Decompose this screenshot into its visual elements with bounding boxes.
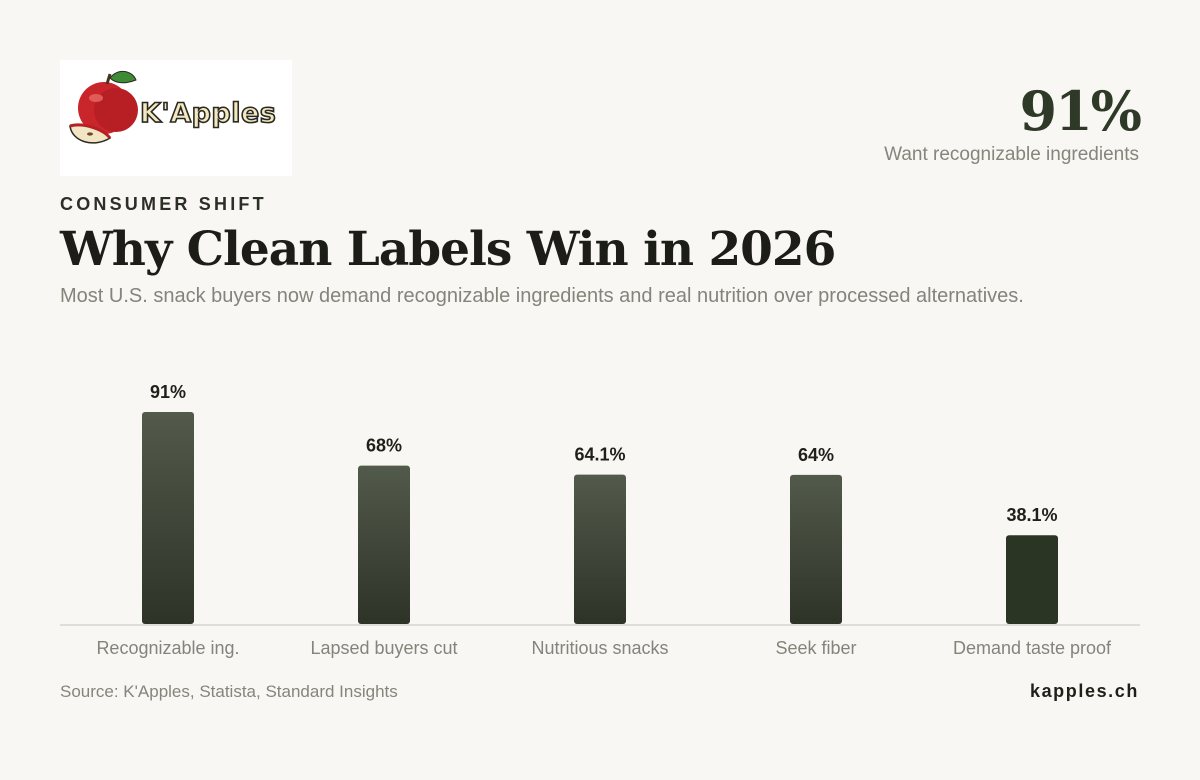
bar-value-label: 68% bbox=[366, 436, 402, 456]
bar-value-label: 38.1% bbox=[1006, 505, 1057, 525]
bar-nutritious-snacks bbox=[574, 474, 626, 624]
category-tick-label: Seek fiber bbox=[775, 638, 856, 658]
bar-value-label: 64.1% bbox=[574, 445, 625, 465]
category-tick-label: Lapsed buyers cut bbox=[310, 638, 457, 658]
category-tick-label: Recognizable ing. bbox=[96, 638, 239, 658]
site-link[interactable]: kapples.ch bbox=[1029, 681, 1139, 701]
bar-value-label: 91% bbox=[150, 382, 186, 402]
bar-recognizable-ing bbox=[142, 412, 194, 624]
apple-logo-icon bbox=[69, 71, 138, 144]
bar-seek-fiber bbox=[790, 474, 842, 624]
bar-lapsed-buyers-cut bbox=[358, 465, 410, 624]
page-subtitle: Most U.S. snack buyers now demand recogn… bbox=[60, 285, 1024, 307]
bar-value-label: 64% bbox=[798, 445, 834, 465]
headline-stat-value: 91% bbox=[1019, 79, 1142, 143]
logo-wordmark: K'Apples bbox=[139, 97, 277, 130]
category-tick-label: Demand taste proof bbox=[953, 638, 1112, 658]
bar-demand-taste-proof bbox=[1006, 535, 1058, 624]
eyebrow-label: CONSUMER SHIFT bbox=[60, 194, 267, 214]
category-tick-label: Nutritious snacks bbox=[531, 638, 668, 658]
source-note: Source: K'Apples, Statista, Standard Ins… bbox=[60, 682, 398, 701]
headline-stat-caption: Want recognizable ingredients bbox=[884, 144, 1139, 165]
page-title: Why Clean Labels Win in 2026 bbox=[60, 222, 836, 277]
brand-logo: K'Apples bbox=[60, 60, 292, 176]
